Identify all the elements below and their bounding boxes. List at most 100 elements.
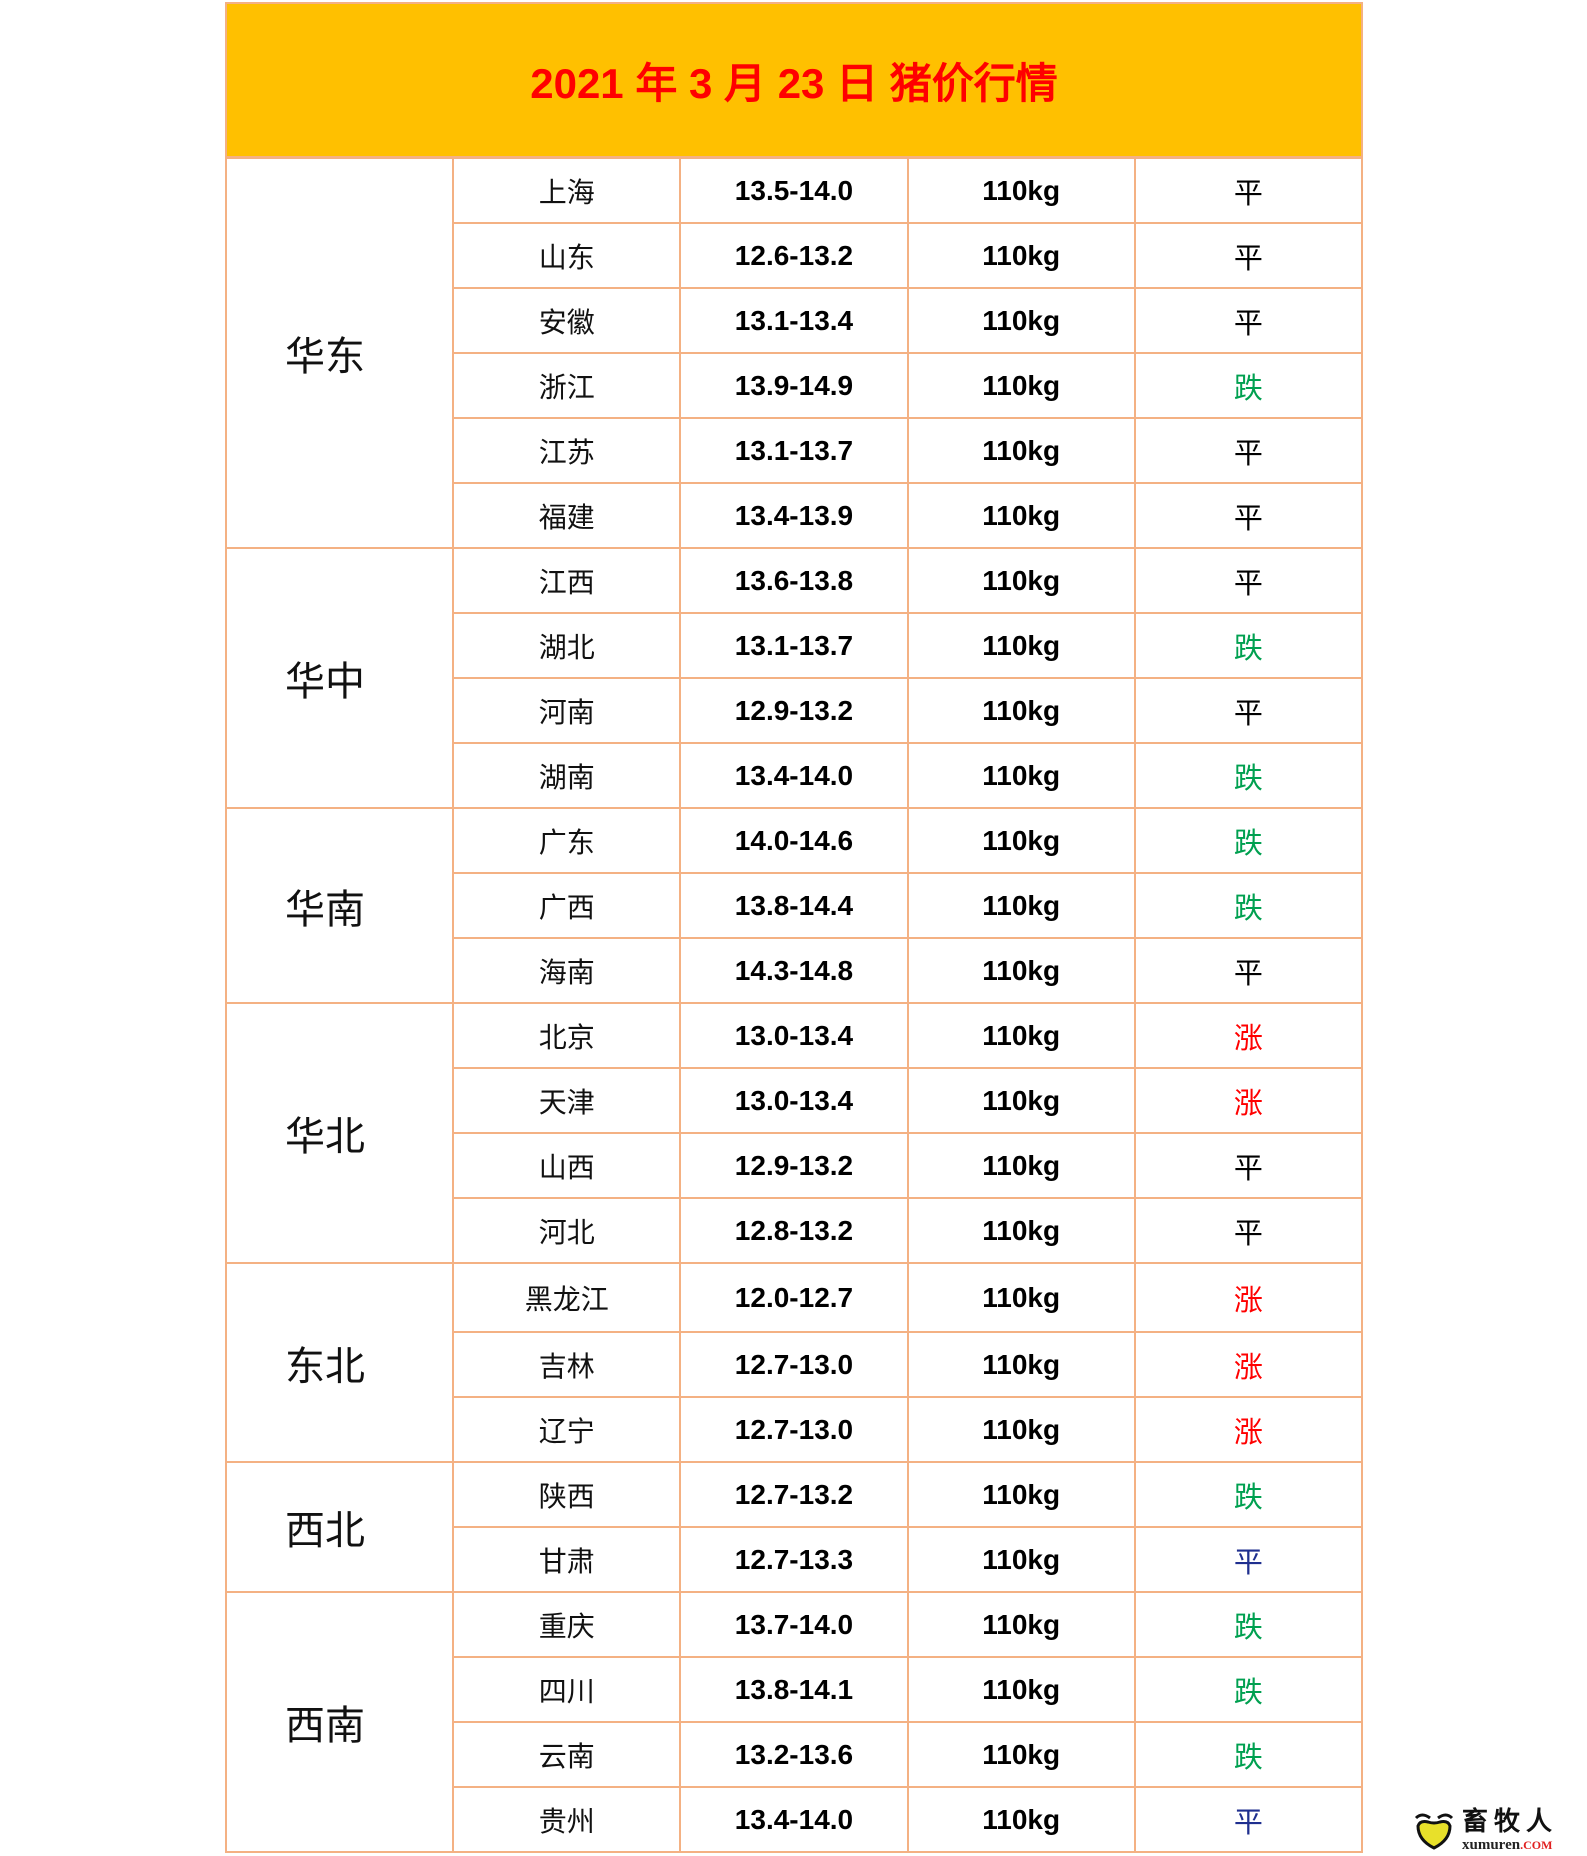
weight-cell: 110kg — [906, 1591, 1136, 1658]
price-cell: 12.7-13.0 — [679, 1396, 909, 1463]
table-row: 西北 陕西 12.7-13.2 110kg 跌 — [224, 1461, 1364, 1593]
price-cell: 13.4-14.0 — [679, 742, 909, 809]
table-row: 东北 黑龙江 12.0-12.7 110kg 涨 — [224, 1262, 1364, 1463]
weight-cell: 110kg — [906, 1262, 1136, 1333]
trend-cell: 平 — [1133, 287, 1364, 354]
xumuren-logo: 畜牧人 xumuren.COM — [1412, 1806, 1558, 1854]
trend-cell: 平 — [1133, 1132, 1364, 1199]
table-row: 辽宁 12.7-13.0 110kg 涨 — [226, 1396, 1364, 1463]
weight-cell: 110kg — [906, 1197, 1136, 1264]
province-cell: 上海 — [452, 156, 682, 224]
region-cell: 华中 — [224, 547, 455, 809]
table-row: 河南 12.9-13.2 110kg 平 — [226, 677, 1364, 744]
table-row: 安徽 13.1-13.4 110kg 平 — [226, 287, 1364, 354]
weight-cell: 110kg — [906, 677, 1136, 744]
province-cell: 安徽 — [452, 287, 682, 354]
trend-cell: 平 — [1133, 482, 1364, 549]
trend-cell: 跌 — [1133, 872, 1364, 939]
pig-price-table: 2021 年 3 月 23 日 猪价行情 华东 上海 13.5-14.0 110kg 平… — [224, 2, 1364, 1853]
price-cell: 12.8-13.2 — [679, 1197, 909, 1264]
weight-cell: 110kg — [906, 807, 1136, 874]
price-cell: 12.7-13.3 — [679, 1526, 909, 1593]
price-cell: 13.4-14.0 — [679, 1786, 909, 1853]
table-row: 云南 13.2-13.6 110kg 跌 — [226, 1721, 1364, 1788]
weight-cell: 110kg — [906, 1331, 1136, 1398]
trend-cell: 跌 — [1133, 742, 1364, 809]
price-cell: 12.7-13.2 — [679, 1461, 909, 1528]
trend-cell: 跌 — [1133, 1656, 1364, 1723]
trend-cell: 涨 — [1133, 1002, 1364, 1069]
trend-cell: 跌 — [1133, 807, 1364, 874]
table-row: 广西 13.8-14.4 110kg 跌 — [226, 872, 1364, 939]
table-row: 海南 14.3-14.8 110kg 平 — [226, 937, 1364, 1004]
price-cell: 14.0-14.6 — [679, 807, 909, 874]
price-cell: 13.9-14.9 — [679, 352, 909, 419]
table-row: 湖北 13.1-13.7 110kg 跌 — [226, 612, 1364, 679]
price-cell: 13.0-13.4 — [679, 1067, 909, 1134]
province-cell: 辽宁 — [452, 1396, 682, 1463]
table-row: 江苏 13.1-13.7 110kg 平 — [226, 417, 1364, 484]
province-cell: 重庆 — [452, 1591, 682, 1658]
logo-domain-tld: .COM — [1520, 1837, 1553, 1852]
province-cell: 天津 — [452, 1067, 682, 1134]
trend-cell: 平 — [1133, 417, 1364, 484]
province-cell: 山东 — [452, 222, 682, 289]
trend-cell: 跌 — [1133, 1721, 1364, 1788]
table-row: 华中 江西 13.6-13.8 110kg 平 — [224, 547, 1364, 809]
logo-name: 畜牧人 — [1462, 1806, 1559, 1837]
weight-cell: 110kg — [906, 1002, 1136, 1069]
table-row: 华东 上海 13.5-14.0 110kg 平 — [224, 156, 1364, 549]
logo-domain: xumuren.COM — [1462, 1837, 1558, 1854]
price-cell: 13.4-13.9 — [679, 482, 909, 549]
province-cell: 江西 — [452, 547, 682, 614]
trend-cell: 跌 — [1133, 1461, 1364, 1528]
trend-cell: 平 — [1133, 1197, 1364, 1264]
table-row: 甘肃 12.7-13.3 110kg 平 — [226, 1526, 1364, 1593]
province-cell: 海南 — [452, 937, 682, 1004]
trend-cell: 平 — [1133, 222, 1364, 289]
trend-cell: 平 — [1133, 937, 1364, 1004]
table-row: 河北 12.8-13.2 110kg 平 — [226, 1197, 1364, 1264]
price-cell: 12.7-13.0 — [679, 1331, 909, 1398]
province-cell: 江苏 — [452, 417, 682, 484]
province-cell: 湖北 — [452, 612, 682, 679]
weight-cell: 110kg — [906, 1132, 1136, 1199]
weight-cell: 110kg — [906, 482, 1136, 549]
price-cell: 12.9-13.2 — [679, 1132, 909, 1199]
province-cell: 山西 — [452, 1132, 682, 1199]
province-cell: 四川 — [452, 1656, 682, 1723]
logo-domain-name: xumuren — [1462, 1836, 1521, 1853]
trend-cell: 涨 — [1133, 1067, 1364, 1134]
table-row: 福建 13.4-13.9 110kg 平 — [226, 482, 1364, 549]
weight-cell: 110kg — [906, 1461, 1136, 1528]
price-cell: 13.6-13.8 — [679, 547, 909, 614]
table-row: 吉林 12.7-13.0 110kg 涨 — [226, 1331, 1364, 1398]
weight-cell: 110kg — [906, 156, 1136, 224]
table-row: 山西 12.9-13.2 110kg 平 — [226, 1132, 1364, 1199]
trend-cell: 平 — [1133, 677, 1364, 744]
trend-cell: 平 — [1133, 156, 1364, 224]
price-cell: 12.0-12.7 — [679, 1262, 909, 1333]
weight-cell: 110kg — [906, 872, 1136, 939]
weight-cell: 110kg — [906, 1067, 1136, 1134]
price-cell: 13.1-13.7 — [679, 417, 909, 484]
weight-cell: 110kg — [906, 287, 1136, 354]
weight-cell: 110kg — [906, 742, 1136, 809]
region-cell: 华东 — [224, 156, 455, 549]
trend-cell: 涨 — [1133, 1331, 1364, 1398]
trend-cell: 平 — [1133, 1786, 1364, 1853]
table-row: 华南 广东 14.0-14.6 110kg 跌 — [224, 807, 1364, 1004]
weight-cell: 110kg — [906, 1786, 1136, 1853]
province-cell: 浙江 — [452, 352, 682, 419]
trend-cell: 跌 — [1133, 612, 1364, 679]
province-cell: 河北 — [452, 1197, 682, 1264]
province-cell: 湖南 — [452, 742, 682, 809]
region-cell: 西南 — [224, 1591, 455, 1853]
province-cell: 云南 — [452, 1721, 682, 1788]
weight-cell: 110kg — [906, 1396, 1136, 1463]
price-cell: 13.2-13.6 — [679, 1721, 909, 1788]
weight-cell: 110kg — [906, 1721, 1136, 1788]
weight-cell: 110kg — [906, 612, 1136, 679]
price-cell: 13.0-13.4 — [679, 1002, 909, 1069]
price-cell: 14.3-14.8 — [679, 937, 909, 1004]
